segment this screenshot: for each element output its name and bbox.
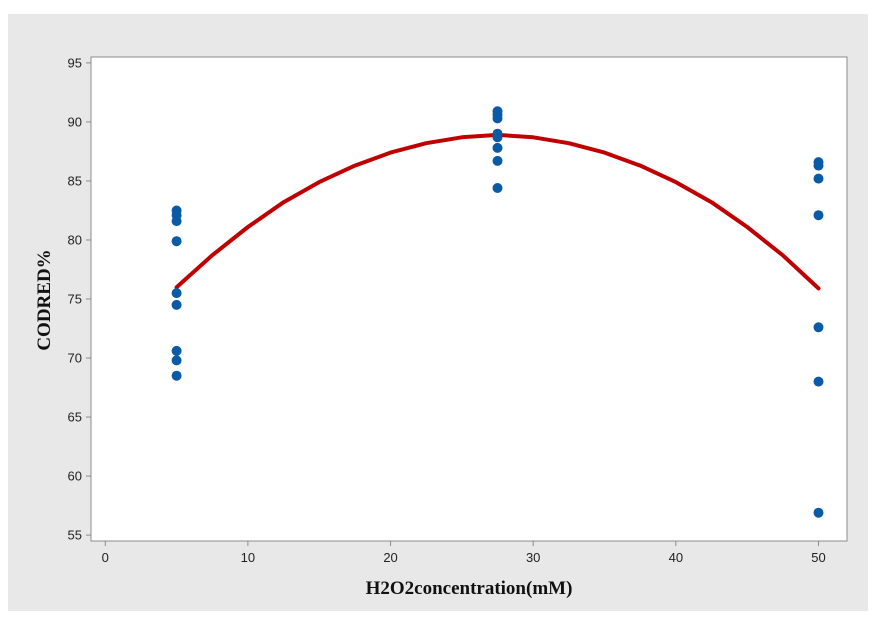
axis-ticks: 0 10 20 30 40 50 55 60 65 70 75 80 85 90 95 xyxy=(68,55,826,565)
y-axis-title: CODRED% xyxy=(34,249,55,350)
data-point xyxy=(492,183,503,193)
plot-area xyxy=(90,56,848,542)
x-axis-title: H2O2concentration(mM) xyxy=(366,578,573,599)
data-point xyxy=(171,288,182,299)
data-point xyxy=(813,507,824,518)
y-tick-label: 55 xyxy=(68,528,82,543)
data-point xyxy=(492,155,503,166)
data-point xyxy=(171,345,182,356)
data-point xyxy=(492,142,503,153)
x-tick-label: 30 xyxy=(526,550,540,565)
data-point xyxy=(171,299,182,310)
data-point xyxy=(171,236,182,247)
y-tick-label: 90 xyxy=(68,114,82,129)
y-tick-label: 95 xyxy=(68,55,82,70)
y-tick-label: 85 xyxy=(68,173,82,188)
x-tick-label: 50 xyxy=(811,550,825,565)
data-point xyxy=(171,216,182,227)
y-tick-label: 65 xyxy=(68,410,82,425)
data-point xyxy=(813,376,824,387)
data-point xyxy=(492,132,503,143)
y-tick-label: 75 xyxy=(68,292,82,307)
x-tick-label: 10 xyxy=(241,550,255,565)
data-point xyxy=(171,370,182,381)
y-tick-label: 70 xyxy=(68,351,82,366)
data-points xyxy=(171,106,824,518)
data-point xyxy=(813,160,824,171)
x-tick-label: 0 xyxy=(102,550,109,565)
data-point xyxy=(813,173,824,184)
data-point xyxy=(813,210,824,221)
x-tick-label: 20 xyxy=(383,550,397,565)
data-point xyxy=(813,322,824,333)
y-tick-label: 60 xyxy=(68,469,82,484)
data-point xyxy=(492,113,503,124)
x-tick-label: 40 xyxy=(669,550,683,565)
data-point xyxy=(171,355,182,366)
y-tick-label: 80 xyxy=(68,232,82,247)
